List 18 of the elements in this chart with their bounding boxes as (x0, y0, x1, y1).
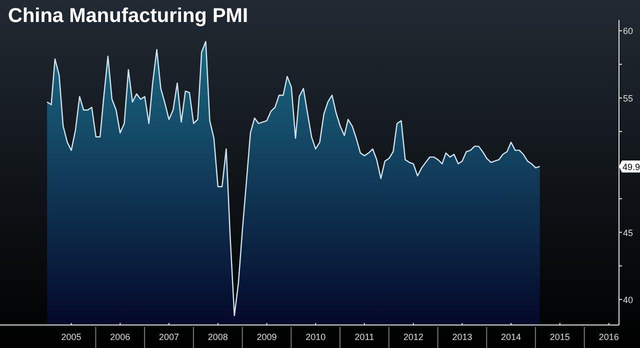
x-tick-label: 2007 (158, 332, 179, 342)
y-tick-label: 60 (623, 26, 634, 36)
x-tick-label: 2014 (501, 332, 522, 342)
chart-title: China Manufacturing PMI (8, 5, 248, 27)
x-tick-label: 2008 (208, 332, 228, 342)
x-tick-label: 2016 (598, 332, 619, 342)
x-tick-label: 2013 (452, 332, 472, 342)
x-tick-label: 2011 (354, 332, 374, 342)
y-tick-label: 45 (623, 228, 634, 238)
x-tick-label: 2012 (403, 332, 424, 342)
x-tick-label: 2005 (61, 332, 82, 342)
x-tick-label: 2009 (256, 332, 277, 342)
text: 49.9 (622, 162, 640, 172)
x-tick-label: 2010 (306, 332, 326, 342)
x-tick-label: 2006 (110, 332, 130, 342)
x-tick-label: 2015 (550, 332, 570, 342)
y-tick-label: 40 (623, 294, 634, 305)
y-tick-label: 55 (623, 93, 634, 104)
